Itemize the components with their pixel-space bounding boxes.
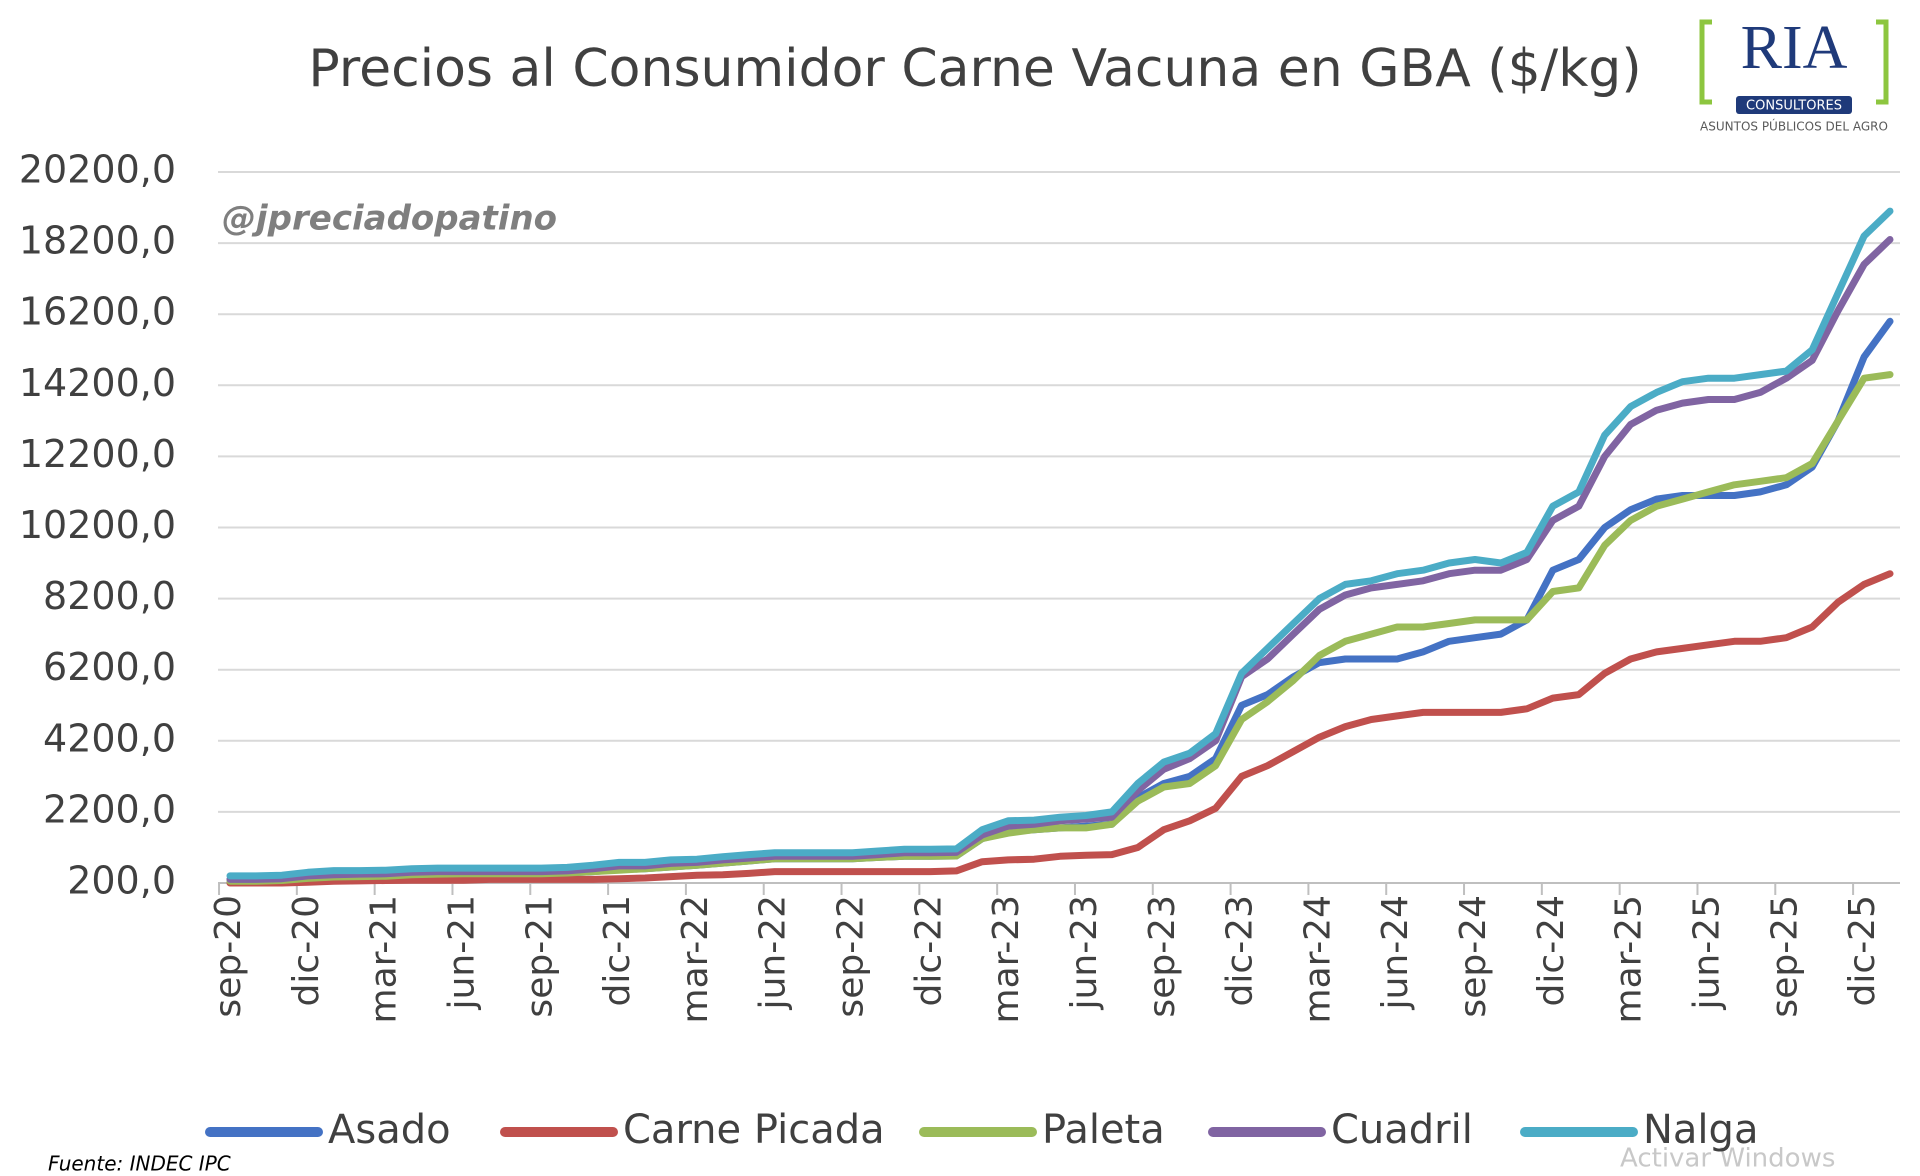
- x-tick-label: sep-21: [519, 895, 560, 1018]
- source: Fuente: INDEC IPC: [48, 1152, 231, 1176]
- y-tick-label: 200,0: [67, 859, 176, 903]
- x-tick-label: mar-25: [1609, 895, 1650, 1023]
- x-tick-label: dic-24: [1531, 895, 1572, 1006]
- x-tick-label: jun-23: [1064, 895, 1105, 1010]
- x-tick-label: dic-20: [286, 895, 327, 1006]
- logo-name: RIA: [1741, 14, 1848, 82]
- y-tick-label: 8200,0: [43, 574, 176, 618]
- x-tick-label: mar-23: [986, 895, 1027, 1023]
- series-line: [226, 207, 1894, 880]
- logo-subtitle: CONSULTORES: [1746, 99, 1842, 114]
- legend-label: Carne Picada: [623, 1107, 885, 1153]
- x-tick-label: jun-22: [753, 895, 794, 1010]
- x-tick-label: mar-21: [364, 895, 405, 1023]
- chart-title: Precios al Consumidor Carne Vacuna en GB…: [308, 39, 1641, 99]
- x-tick-label: sep-20: [208, 895, 249, 1018]
- y-tick-label: 2200,0: [43, 787, 176, 831]
- x-tick-label: mar-22: [675, 895, 716, 1023]
- series-line: [226, 570, 1894, 887]
- y-tick-label: 12200,0: [19, 432, 176, 476]
- y-tick-label: 16200,0: [19, 290, 176, 334]
- y-tick-label: 10200,0: [19, 503, 176, 547]
- x-tick-label: mar-24: [1297, 895, 1338, 1023]
- y-tick-label: 18200,0: [19, 219, 176, 263]
- annotation: @jpreciadopatino: [222, 199, 557, 239]
- x-tick-label: sep-24: [1453, 895, 1494, 1018]
- legend-label: Asado: [328, 1107, 451, 1153]
- x-tick-label: dic-22: [908, 895, 949, 1006]
- os-overlay: Activar Windows: [1620, 1144, 1835, 1174]
- legend-label: Cuadril: [1331, 1107, 1473, 1153]
- x-tick-label: dic-25: [1842, 895, 1883, 1006]
- y-tick-label: 4200,0: [43, 716, 176, 760]
- legend-label: Paleta: [1042, 1107, 1165, 1153]
- x-tick-label: dic-21: [597, 895, 638, 1006]
- logo-frame: [1699, 19, 1889, 105]
- y-tick-label: 14200,0: [19, 361, 176, 405]
- x-tick-label: jun-24: [1375, 895, 1416, 1010]
- x-tick-label: jun-21: [441, 895, 482, 1010]
- legend-label: Nalga: [1643, 1107, 1758, 1153]
- y-tick-label: 6200,0: [43, 645, 176, 689]
- logo-tagline: ASUNTOS PÚBLICOS DEL AGRO: [1700, 119, 1888, 134]
- logo-band: [1736, 96, 1852, 114]
- y-tick-label: 20200,0: [19, 148, 176, 192]
- x-tick-label: dic-23: [1220, 895, 1261, 1006]
- x-tick-label: sep-25: [1764, 895, 1805, 1018]
- x-tick-label: sep-23: [1142, 895, 1183, 1018]
- logo: RIA CONSULTORES ASUNTOS PÚBLICOS DEL AGR…: [1699, 14, 1889, 134]
- x-tick-label: jun-25: [1686, 895, 1727, 1010]
- x-tick-label: sep-22: [831, 895, 872, 1018]
